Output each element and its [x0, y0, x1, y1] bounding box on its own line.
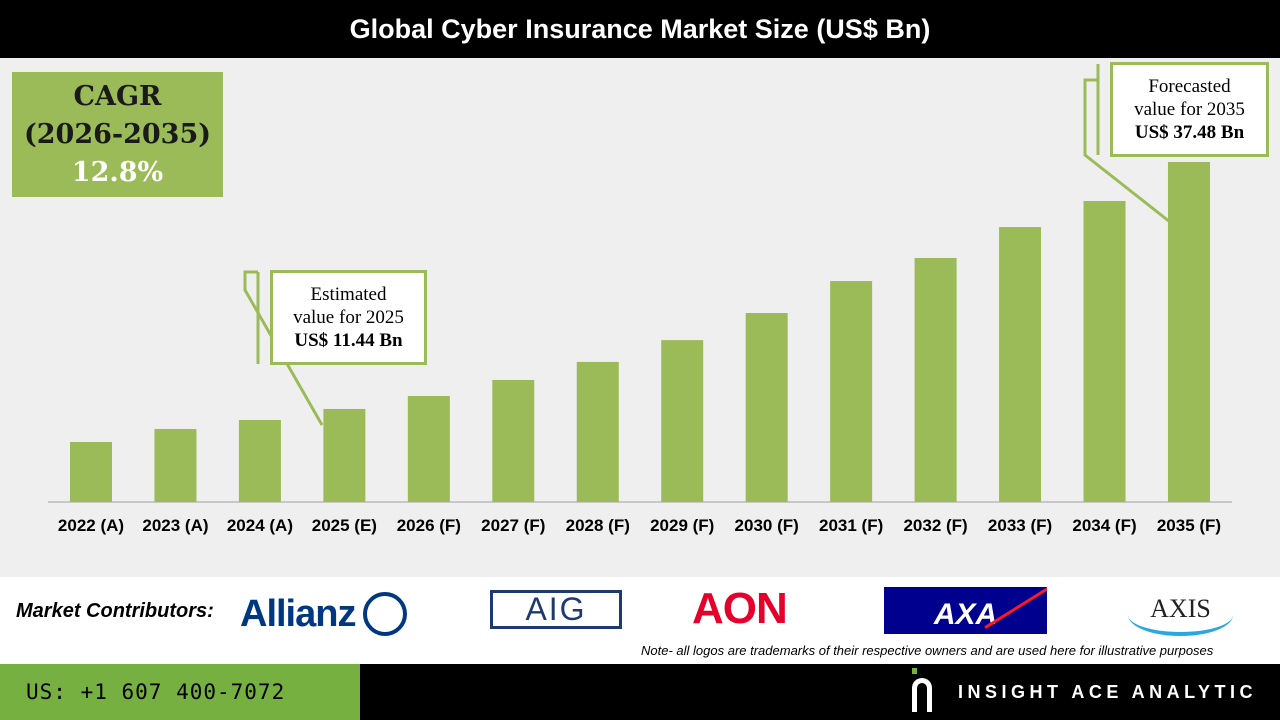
brand-logo-icon	[912, 668, 934, 712]
contributors-label: Market Contributors:	[16, 600, 214, 622]
allianz-logo: Allianz	[240, 590, 408, 638]
x-tick-label: 2033 (F)	[988, 516, 1052, 535]
x-tick-label: 2034 (F)	[1072, 516, 1136, 535]
forecast-callout: Forecasted value for 2035 US$ 37.48 Bn	[1110, 62, 1269, 157]
logo-text: Allianz	[240, 592, 356, 635]
callout-value: US$ 11.44 Bn	[294, 330, 403, 351]
callout-line: value for 2025	[293, 307, 404, 328]
chart-title: Global Cyber Insurance Market Size (US$ …	[0, 0, 1280, 58]
bar-2028-f-	[576, 361, 619, 502]
x-tick-label: 2022 (A)	[58, 516, 124, 535]
cagr-label: CAGR	[73, 81, 162, 112]
bar-2033-f-	[999, 227, 1042, 502]
bar-2034-f-	[1083, 200, 1126, 503]
x-tick-label: 2025 (E)	[312, 516, 377, 535]
bar-2023-a-	[154, 428, 197, 502]
bar-2029-f-	[661, 340, 704, 502]
footer-bar	[360, 664, 1280, 720]
x-tick-label: 2030 (F)	[735, 516, 799, 535]
x-tick-label: 2024 (A)	[227, 516, 293, 535]
callout-line: Forecasted	[1148, 76, 1231, 97]
x-tick-label: 2028 (F)	[566, 516, 630, 535]
callout-line: Estimated	[310, 284, 387, 305]
bar-2027-f-	[492, 379, 535, 502]
brand-name: INSIGHT ACE ANALYTIC	[958, 682, 1258, 702]
x-tick-label: 2031 (F)	[819, 516, 883, 535]
bar-2035-f-	[1167, 162, 1210, 502]
bar-2030-f-	[745, 312, 788, 502]
allianz-emblem-icon	[363, 592, 408, 636]
cagr-value: 12.8%	[71, 157, 164, 188]
aig-logo: AIG	[490, 590, 622, 629]
x-tick-label: 2032 (F)	[903, 516, 967, 535]
callout-value: US$ 37.48 Bn	[1134, 122, 1245, 143]
callout-line: value for 2035	[1134, 99, 1245, 120]
bar-2026-f-	[407, 395, 450, 502]
forecast-callout-pointer	[1083, 64, 1171, 224]
x-tick-label: 2023 (A)	[142, 516, 208, 535]
bar-2022-a-	[70, 441, 112, 502]
trademark-note: Note- all logos are trademarks of their …	[641, 643, 1214, 658]
x-tick-label: 2027 (F)	[481, 516, 545, 535]
bar-2032-f-	[914, 257, 957, 502]
bar-2031-f-	[830, 281, 873, 502]
x-tick-label: 2035 (F)	[1157, 516, 1221, 535]
x-tick-label: 2029 (F)	[650, 516, 714, 535]
x-tick-label: 2026 (F)	[397, 516, 461, 535]
bar-2025-e-	[323, 408, 366, 502]
axis-logo: AXIS	[1128, 594, 1233, 636]
phone-number[interactable]: US: +1 607 400-7072	[0, 664, 360, 720]
cagr-box: CAGR (2026-2035) 12.8%	[12, 72, 223, 197]
bar-chart: 2022 (A) 2023 (A) 2024 (A) 2025 (E) 2026 (F)…	[48, 64, 1232, 535]
cagr-period: (2026-2035)	[23, 119, 212, 150]
estimated-callout: Estimated value for 2025 US$ 11.44 Bn	[270, 270, 427, 365]
axa-logo: AXA	[884, 587, 1047, 634]
aon-logo: AON	[692, 584, 788, 633]
bar-2024-a-	[238, 419, 281, 502]
